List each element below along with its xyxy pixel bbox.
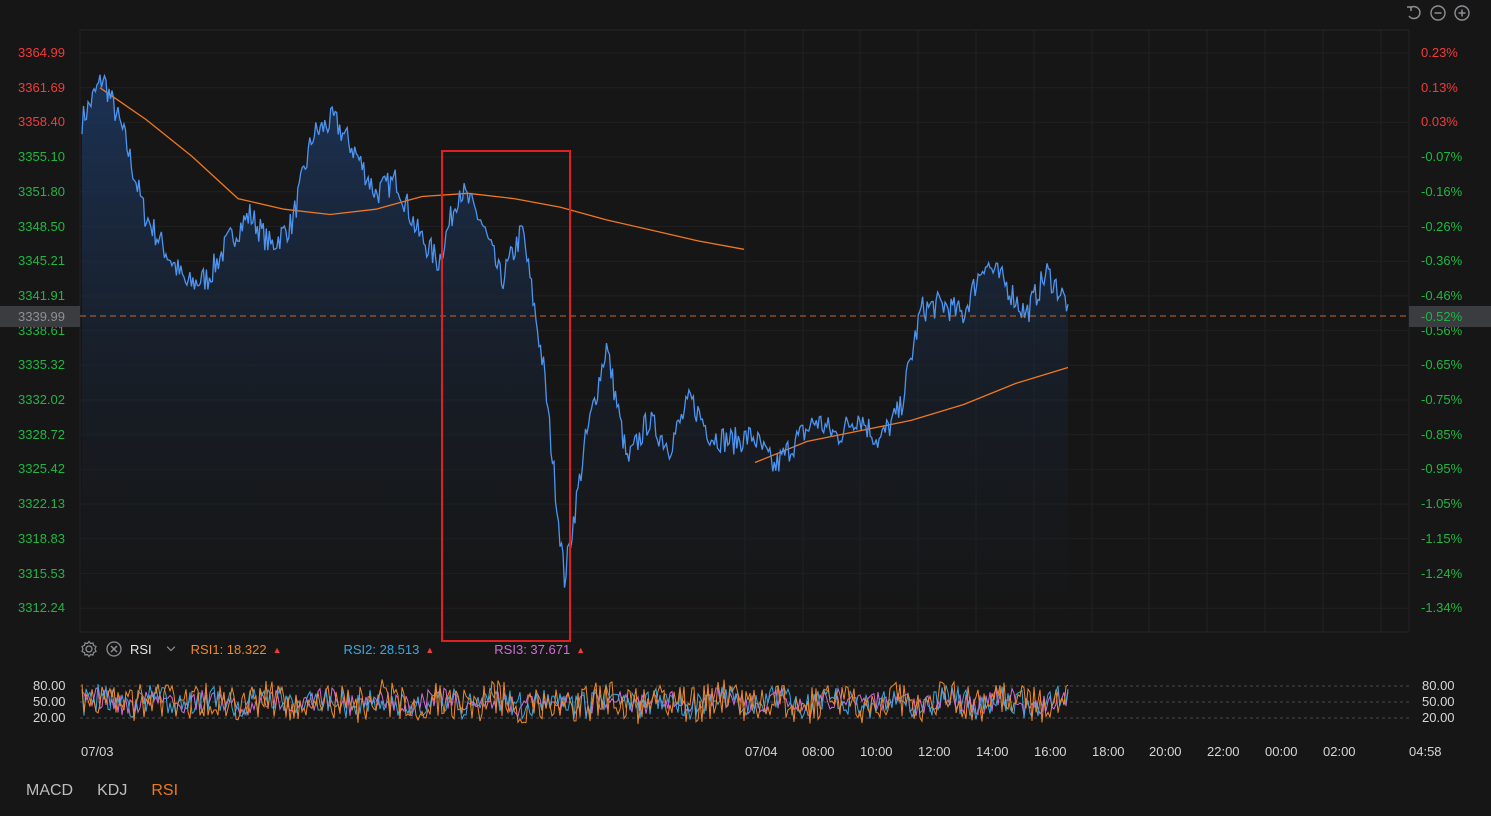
rsi-level-label: 20.00 [1422,710,1455,725]
reset-icon[interactable] [1405,4,1423,22]
time-axis-label: 02:00 [1323,744,1356,759]
time-axis-label: 07/03 [81,744,114,759]
percent-axis-label: -0.07% [1421,149,1463,165]
time-axis-label: 10:00 [860,744,893,759]
rsi-level-label: 50.00 [33,694,66,709]
up-arrow-icon: ▲ [272,644,282,655]
time-axis-label: 07/04 [745,744,778,759]
rsi-level-label: 20.00 [33,710,66,725]
rsi2-value: RSI2: 28.513 ▲ [343,642,434,657]
price-area [82,74,1068,632]
price-axis-label: 3335.32 [18,357,65,373]
rsi1-value: RSI1: 18.322 ▲ [191,642,282,657]
average-line [754,366,1069,464]
highlight-box [441,150,571,642]
close-icon[interactable] [105,640,123,658]
price-axis-label: 3351.80 [18,183,65,199]
price-axis-label: 3355.10 [18,149,65,165]
percent-axis-label: -0.26% [1421,218,1463,234]
rsi1-line [81,679,1069,725]
percent-axis-label: -0.85% [1421,426,1463,442]
percent-axis-label: -1.34% [1421,600,1463,616]
rsi-level-label: 80.00 [1422,678,1455,693]
up-arrow-icon: ▲ [425,644,435,655]
rsi1-label: RSI1: 18.322 [190,641,267,657]
zoom-in-icon[interactable] [1453,4,1471,22]
current-percent-tag: -0.52% [1409,306,1491,327]
price-axis-label: 3315.53 [18,565,65,581]
gear-icon[interactable] [80,640,98,658]
indicator-tabs: MACD KDJ RSI [26,782,178,800]
current-price-tag: 3339.99 [0,306,80,327]
percent-axis-label: -1.24% [1421,565,1463,581]
chevron-down-icon[interactable] [164,642,178,656]
price-axis-label: 3341.91 [18,287,65,303]
price-axis-label: 3318.83 [18,530,65,546]
time-axis-label: 20:00 [1149,744,1182,759]
time-axis-label: 04:58 [1409,744,1442,759]
percent-axis-label: -0.95% [1421,461,1463,477]
rsi3-label: RSI3: 37.671 [494,641,571,657]
rsi-header: RSI RSI1: 18.322 ▲ RSI2: 28.513 ▲ RSI3: 37… [80,638,585,660]
chart-toolbar [1405,4,1471,26]
price-axis-label: 3328.72 [18,426,65,442]
rsi2-line [81,684,1069,721]
percent-axis-label: -0.75% [1421,392,1463,407]
tab-kdj[interactable]: KDJ [97,782,128,799]
price-axis-label: 3358.40 [18,114,65,130]
rsi-level-label: 50.00 [1422,694,1455,709]
average-line [99,87,745,250]
price-axis-label: 3332.02 [18,392,65,407]
time-axis-label: 16:00 [1034,744,1067,759]
time-axis-label: 18:00 [1092,744,1125,759]
price-axis-label: 3325.42 [18,461,65,477]
percent-axis-label: -0.46% [1421,287,1463,303]
tab-rsi[interactable]: RSI [151,782,179,799]
percent-axis-label: -0.65% [1421,357,1463,373]
percent-axis-label: 0.23% [1421,45,1458,60]
percent-axis-label: 0.13% [1421,79,1458,95]
up-arrow-icon: ▲ [576,644,586,655]
time-axis-label: 00:00 [1265,744,1298,759]
time-axis-label: 12:00 [918,744,951,759]
rsi2-label: RSI2: 28.513 [343,641,420,657]
price-axis-label: 3345.21 [18,253,65,269]
percent-axis-label: -1.05% [1421,496,1463,512]
price-axis-label: 3348.50 [18,218,65,234]
price-axis-label: 3361.69 [18,79,65,95]
price-axis-label: 3322.13 [18,496,65,512]
percent-axis-label: -0.16% [1421,183,1463,199]
percent-axis-label: -0.36% [1421,253,1463,269]
time-axis-label: 08:00 [802,744,835,759]
time-axis-label: 14:00 [976,744,1009,759]
percent-axis-label: -1.15% [1421,530,1463,546]
rsi3-value: RSI3: 37.671 ▲ [494,642,585,657]
indicator-name[interactable]: RSI [130,641,152,657]
tab-macd[interactable]: MACD [26,782,74,799]
price-chart[interactable] [0,0,1491,740]
zoom-out-icon[interactable] [1429,4,1447,22]
price-line [81,73,1069,588]
price-axis-label: 3364.99 [18,45,65,60]
time-axis-label: 22:00 [1207,744,1240,759]
price-axis-label: 3312.24 [18,600,65,616]
rsi-level-label: 80.00 [33,678,66,693]
percent-axis-label: 0.03% [1421,114,1458,130]
